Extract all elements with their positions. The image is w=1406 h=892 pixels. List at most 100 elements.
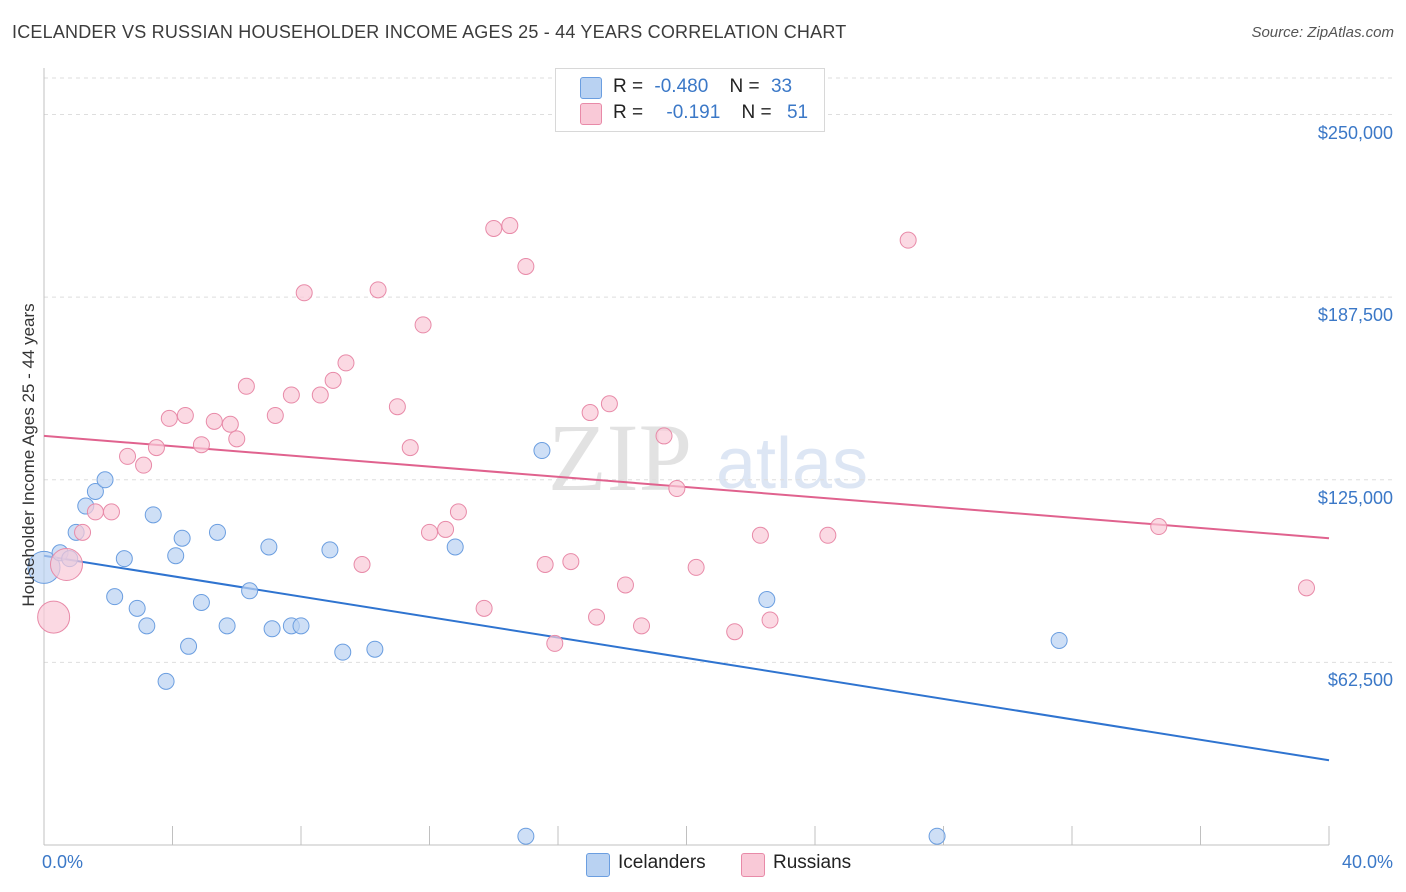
icelanders-point [241, 582, 259, 600]
icelanders-point [292, 617, 310, 635]
icelanders-point [517, 827, 535, 845]
russians-point [192, 436, 210, 454]
russians-point [353, 555, 371, 573]
russians-point [581, 404, 599, 422]
icelanders-point [1050, 631, 1068, 649]
russians-point [751, 526, 769, 544]
icelanders-point [157, 672, 175, 690]
russians-point [74, 523, 92, 541]
russians-point [147, 439, 165, 457]
icelanders-point [144, 506, 162, 524]
russians-point [655, 427, 673, 445]
russians-point [899, 231, 917, 249]
russians-point [324, 371, 342, 389]
russians-point [546, 634, 564, 652]
icelanders-point [928, 827, 946, 845]
icelanders-point [192, 593, 210, 611]
russians-point [668, 480, 686, 498]
russians-point [176, 406, 194, 424]
russians-point [633, 617, 651, 635]
russians-point [449, 503, 467, 521]
icelanders-point [321, 541, 339, 559]
russians-legend-label: Russians [773, 852, 852, 873]
icelanders-point [138, 617, 156, 635]
icelanders-point [366, 640, 384, 658]
russians-point [102, 503, 120, 521]
icelanders-point [260, 538, 278, 556]
russians-point [562, 553, 580, 571]
icelanders-point [446, 538, 464, 556]
icelanders-point [128, 599, 146, 617]
legend-n-value: 33 [770, 76, 793, 97]
russians-point [369, 281, 387, 299]
legend-r-label: R = [613, 102, 644, 123]
legend-n-value: 51 [786, 102, 809, 123]
russians-point [437, 520, 455, 538]
russians-point [37, 600, 71, 634]
icelanders-swatch [580, 77, 602, 99]
y-tick-label: $125,000 [1317, 487, 1393, 508]
russians-point [600, 395, 618, 413]
russians-point [414, 316, 432, 334]
russians-point [205, 412, 223, 430]
icelanders-point [106, 588, 124, 606]
icelanders-point [758, 591, 776, 609]
russians-point [49, 547, 83, 581]
x-tick-label-min: 0.0% [42, 852, 84, 872]
russians-point [501, 217, 519, 235]
icelanders-point [180, 637, 198, 655]
russians-point [761, 611, 779, 629]
y-axis-label: Householder Income Ages 25 - 44 years [19, 303, 38, 607]
russians-swatch [580, 103, 602, 125]
icelanders-point [334, 643, 352, 661]
russians-point [266, 406, 284, 424]
legend-r-value: -0.480 [654, 76, 709, 97]
watermark-zip: ZIP [548, 404, 692, 511]
russians-point [1150, 518, 1168, 536]
legend-n-label: N = [729, 76, 760, 97]
russians-point [295, 284, 313, 302]
russians-point [228, 430, 246, 448]
y-tick-label: $250,000 [1317, 122, 1393, 143]
icelanders-legend-swatch [586, 853, 610, 877]
icelanders-point [115, 550, 133, 568]
icelanders-point [218, 617, 236, 635]
source-label: Source: ZipAtlas.com [1251, 24, 1394, 41]
russians-point [421, 523, 438, 541]
russians-point [237, 377, 255, 395]
russians-point [160, 409, 178, 427]
icelanders-point [208, 523, 226, 541]
russians-point [726, 623, 744, 641]
legend-n-label: N = [741, 102, 772, 123]
icelanders-point [263, 620, 281, 638]
legend-r-value: -0.191 [666, 102, 721, 123]
russians-point [282, 386, 300, 404]
russians-point [135, 456, 153, 474]
russians-point [616, 576, 634, 594]
russians-point [388, 398, 406, 416]
russians-point [485, 219, 503, 237]
russians-point [119, 447, 137, 465]
icelanders-trend-line [43, 554, 1330, 762]
icelanders-point [173, 529, 191, 547]
russians-point [337, 354, 355, 372]
icelanders-point [167, 547, 185, 565]
icelanders-legend-label: Icelanders [618, 852, 706, 873]
correlation-legend: R = -0.480 N = 33 R = -0.191 N = 51 [555, 68, 825, 132]
russians-point [475, 599, 493, 617]
russians-point [687, 558, 705, 576]
icelanders-point [96, 471, 114, 489]
x-tick-label-max: 40.0% [1341, 852, 1393, 872]
icelanders-point [533, 442, 551, 460]
russians-trend-line [43, 434, 1330, 540]
y-tick-label: $62,500 [1327, 670, 1393, 691]
chart-title: ICELANDER VS RUSSIAN HOUSEHOLDER INCOME … [12, 22, 847, 42]
icelanders-point [86, 482, 104, 500]
russians-point [588, 608, 606, 626]
legend-r-label: R = [613, 76, 644, 97]
russians-point [401, 439, 419, 457]
y-tick-label: $187,500 [1317, 305, 1393, 326]
russians-point [221, 415, 239, 433]
russians-point [536, 555, 554, 573]
